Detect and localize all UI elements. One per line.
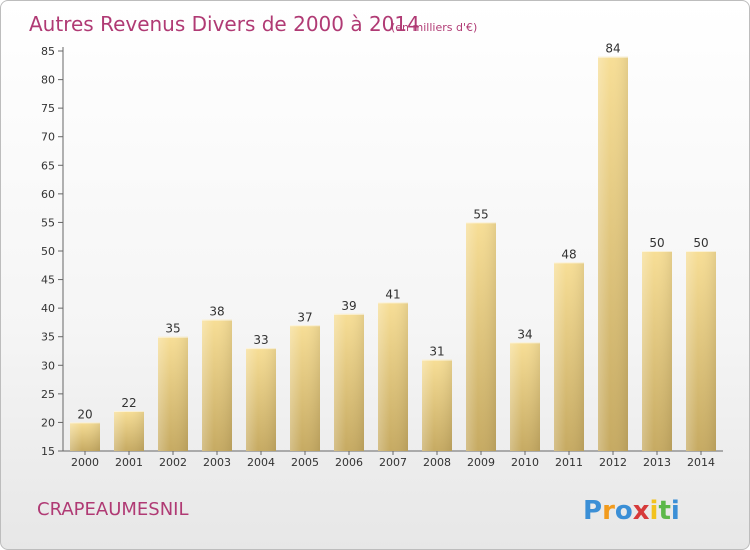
- x-tick-label: 2006: [335, 456, 363, 469]
- logo-letter: o: [615, 496, 633, 526]
- logo-letter: i: [671, 496, 680, 526]
- x-tick-label: 2011: [555, 456, 583, 469]
- bar-shine: [334, 313, 364, 451]
- bar-shine: [466, 222, 496, 451]
- proxiti-logo: Proxiti: [583, 496, 680, 526]
- bars: 20 22 35 38 33 37 39 41 31 55 34 48 84 50 50: [70, 42, 716, 451]
- bar-shine: [246, 348, 276, 451]
- x-tick-label: 2004: [247, 456, 275, 469]
- x-tick-label: 2008: [423, 456, 451, 469]
- x-tick-label: 2001: [115, 456, 143, 469]
- y-tick-label: 60: [41, 188, 55, 201]
- data-label: 31: [429, 345, 444, 359]
- data-label: 37: [297, 310, 312, 324]
- data-label: 55: [473, 207, 488, 221]
- bar-shine: [598, 56, 628, 451]
- place-name: CRAPEAUMESNIL: [37, 499, 189, 520]
- data-label: 38: [209, 305, 224, 319]
- data-label: 33: [253, 333, 268, 347]
- bar-shine: [686, 251, 716, 451]
- data-label: 39: [341, 299, 356, 313]
- y-tick-label: 45: [41, 274, 55, 287]
- data-label: 50: [693, 236, 708, 250]
- axes: 15 20 25 30 35 40 45 50 55 60 65 70 75 80 85 2000 2001 20…: [41, 45, 723, 469]
- x-tick-label: 2002: [159, 456, 187, 469]
- x-tick-label: 2005: [291, 456, 319, 469]
- bar-shine: [70, 422, 100, 451]
- bar-shine: [202, 319, 232, 451]
- y-tick-label: 70: [41, 131, 55, 144]
- data-label: 41: [385, 287, 400, 301]
- y-tick-label: 85: [41, 45, 55, 58]
- chart-subtitle: (en milliers d'€): [391, 21, 477, 34]
- y-tick-label: 40: [41, 302, 55, 315]
- bar-shine: [378, 302, 408, 451]
- bar-shine: [290, 325, 320, 451]
- y-tick-label: 30: [41, 359, 55, 372]
- data-label: 22: [121, 396, 136, 410]
- bar-shine: [642, 251, 672, 451]
- y-tick-label: 15: [41, 445, 55, 458]
- logo-letter: P: [583, 496, 602, 526]
- data-label: 84: [605, 42, 620, 56]
- logo-letter: r: [602, 496, 615, 526]
- y-tick-label: 25: [41, 388, 55, 401]
- bar-shine: [158, 336, 188, 451]
- logo-letter: i: [650, 496, 659, 526]
- y-tick-label: 75: [41, 102, 55, 115]
- data-label: 20: [77, 407, 92, 421]
- bar-shine: [422, 359, 452, 451]
- chart-title: Autres Revenus Divers de 2000 à 2014: [29, 12, 420, 36]
- logo-letter: t: [658, 496, 670, 526]
- data-label: 50: [649, 236, 664, 250]
- x-tick-label: 2012: [599, 456, 627, 469]
- x-tick-label: 2014: [687, 456, 715, 469]
- bar-shine: [554, 262, 584, 451]
- x-tick-label: 2010: [511, 456, 539, 469]
- bar-shine: [510, 342, 540, 451]
- bar-shine: [114, 411, 144, 451]
- data-label: 48: [561, 247, 576, 261]
- data-label: 35: [165, 322, 180, 336]
- y-tick-label: 80: [41, 74, 55, 87]
- x-tick-label: 2013: [643, 456, 671, 469]
- x-tick-label: 2009: [467, 456, 495, 469]
- x-tick-label: 2007: [379, 456, 407, 469]
- y-tick-label: 55: [41, 216, 55, 229]
- y-tick-label: 50: [41, 245, 55, 258]
- x-tick-label: 2000: [71, 456, 99, 469]
- y-tick-label: 20: [41, 416, 55, 429]
- x-tick-label: 2003: [203, 456, 231, 469]
- y-tick-label: 65: [41, 159, 55, 172]
- logo-letter: x: [633, 496, 650, 526]
- data-label: 34: [517, 327, 532, 341]
- y-tick-label: 35: [41, 331, 55, 344]
